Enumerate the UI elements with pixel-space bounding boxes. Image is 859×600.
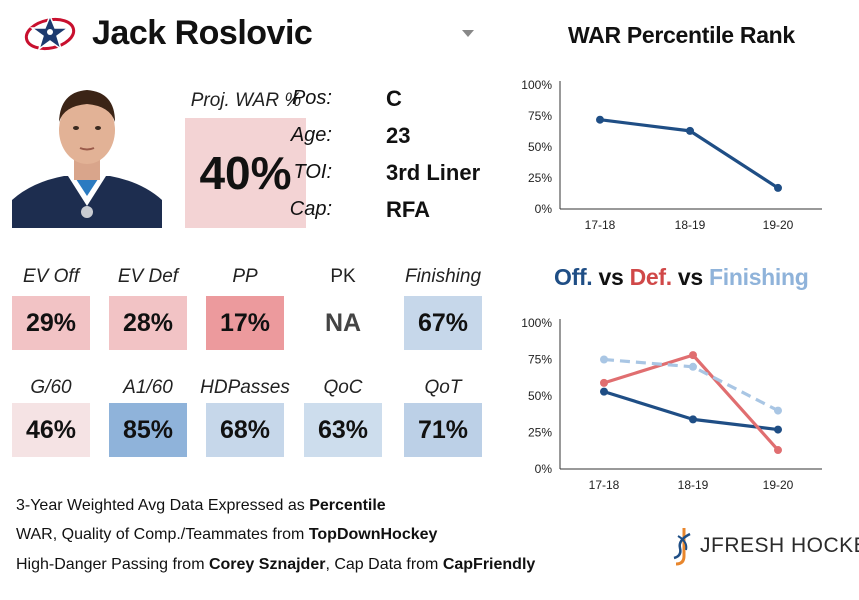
ev-def-label: EV Def <box>117 266 179 287</box>
data-point <box>686 126 694 135</box>
cap-label: Cap: <box>289 198 332 220</box>
pk-value: NA <box>304 296 382 350</box>
title-off: Off. <box>554 264 593 290</box>
y-tick-label: 25% <box>528 426 552 440</box>
team-logo-icon <box>22 10 78 56</box>
data-point <box>774 183 782 192</box>
proj-war-label: Proj. WAR % <box>190 90 302 111</box>
y-tick-label: 0% <box>535 202 553 216</box>
data-point <box>600 378 608 387</box>
player-headshot <box>12 78 162 228</box>
age-value: 23 <box>386 123 411 148</box>
title-finishing: Finishing <box>709 264 809 290</box>
player-name: Jack Roslovic <box>92 14 313 52</box>
off-def-finishing-chart-title: Off. vs Def. vs Finishing <box>554 264 809 291</box>
proj-war-value: 40% <box>185 118 306 228</box>
pk-label: PK <box>330 266 356 287</box>
y-tick-label: 25% <box>528 171 552 185</box>
finishing-label: Finishing <box>404 266 482 287</box>
ev-def-value: 28% <box>109 296 187 350</box>
x-tick-label: 19-20 <box>763 218 794 232</box>
ev-off-label: EV Off <box>23 266 79 287</box>
series-line <box>603 390 779 432</box>
position-value: C <box>386 86 402 111</box>
qoc-label: QoC <box>323 377 363 398</box>
footnote-percentile: 3-Year Weighted Avg Data Expressed as Pe… <box>16 497 386 514</box>
title-vs-1: vs <box>592 264 630 290</box>
footnote-war-source: WAR, Quality of Comp./Teammates from Top… <box>16 526 438 543</box>
x-tick-label: 17-18 <box>585 218 616 232</box>
data-point <box>596 115 604 124</box>
title-def: Def. <box>629 264 673 290</box>
y-tick-label: 75% <box>528 353 552 367</box>
y-tick-label: 75% <box>528 109 552 123</box>
x-tick-label: 18-19 <box>675 218 706 232</box>
hdpasses-label: HDPasses <box>200 377 290 398</box>
x-tick-label: 18-19 <box>678 478 709 492</box>
y-tick-label: 0% <box>535 462 553 476</box>
war-percentile-chart: 0% 25% 50% 75% 100% 17-18 18-19 19-20 <box>521 78 822 232</box>
footnote-passing-source: High-Danger Passing from Corey Sznajder,… <box>16 556 536 573</box>
qot-value: 71% <box>404 403 482 457</box>
data-point <box>689 415 697 424</box>
toi-value: 3rd Liner <box>386 160 481 185</box>
finishing-value: 67% <box>404 296 482 350</box>
qoc-value: 63% <box>304 403 382 457</box>
qot-label: QoT <box>424 377 462 398</box>
data-point <box>774 406 782 415</box>
war-chart-title: WAR Percentile Rank <box>568 22 795 48</box>
y-tick-label: 50% <box>528 389 552 403</box>
brand-text: JFRESH HOCKEY <box>700 534 859 557</box>
cap-value: RFA <box>386 197 430 222</box>
a160-value: 85% <box>109 403 187 457</box>
brand-logo: JFRESH HOCKEY <box>672 526 859 566</box>
data-point <box>689 351 697 360</box>
g60-value: 46% <box>12 403 90 457</box>
title-vs-2: vs <box>671 264 710 290</box>
data-point <box>600 387 608 396</box>
position-label: Pos: <box>291 87 332 109</box>
ev-off-value: 29% <box>12 296 90 350</box>
y-tick-label: 100% <box>521 316 552 330</box>
player-select-dropdown-icon[interactable] <box>462 30 474 37</box>
data-point <box>689 362 697 371</box>
x-tick-label: 17-18 <box>589 478 620 492</box>
data-point <box>774 425 782 434</box>
data-point <box>774 446 782 455</box>
pp-value: 17% <box>206 296 284 350</box>
y-tick-label: 50% <box>528 140 552 154</box>
jfresh-logo-icon <box>673 528 691 566</box>
x-tick-label: 19-20 <box>763 478 794 492</box>
toi-label: TOI: <box>293 161 332 183</box>
age-label: Age: <box>290 124 332 146</box>
y-tick-label: 100% <box>521 78 552 92</box>
data-point <box>600 355 608 364</box>
g60-label: G/60 <box>30 377 72 398</box>
off-def-finishing-chart: 0% 25% 50% 75% 100% 17-18 18-19 19-20 <box>521 316 822 492</box>
a160-label: A1/60 <box>123 377 173 398</box>
pp-label: PP <box>232 266 258 287</box>
hdpasses-value: 68% <box>206 403 284 457</box>
